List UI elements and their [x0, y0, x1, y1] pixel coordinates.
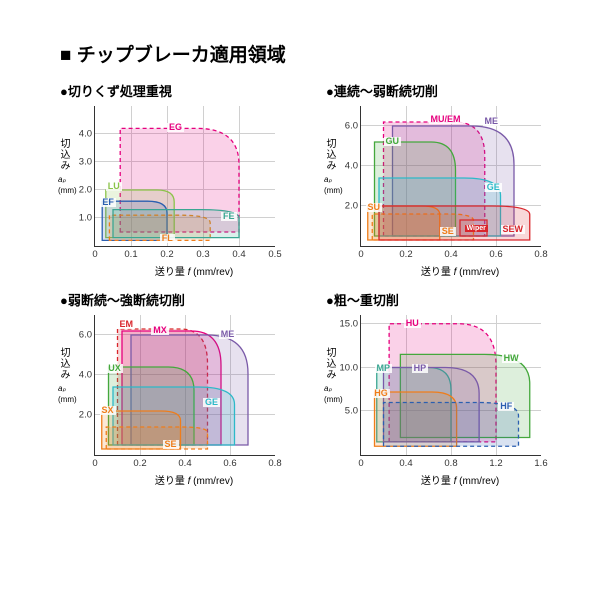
x-tick: 0.5 — [268, 249, 281, 260]
region-label: HP — [412, 364, 429, 373]
x-tick: 1.6 — [534, 458, 547, 469]
region-label: SE — [440, 227, 456, 236]
x-tick: 0.6 — [223, 458, 236, 469]
y-tick: 2.0 — [345, 201, 358, 212]
region-label: FL — [160, 234, 175, 243]
x-tick: 0.2 — [160, 249, 173, 260]
y-tick: 10.0 — [340, 362, 359, 373]
y-tick: 4.0 — [345, 161, 358, 172]
y-tick: 6.0 — [79, 330, 92, 341]
x-tick: 0.4 — [444, 249, 457, 260]
plot-area: 5.010.015.000.40.81.21.6HUHWMPHPHGHF — [360, 315, 541, 456]
x-tick: 1.2 — [489, 458, 502, 469]
region-label: MX — [151, 326, 169, 335]
region-label: HF — [498, 402, 514, 411]
chart-block: ●粗〜重切削切込みaₚ(mm)5.0 10.0 15.0 0 0.4 0.8 1.2 1.6 H… — [326, 290, 560, 487]
y-tick: 1.0 — [79, 213, 92, 224]
chart-subtitle: ●連続〜弱断続切削 — [326, 81, 560, 100]
region-label: SEW — [501, 225, 526, 234]
region-label: FE — [221, 212, 237, 221]
x-tick: 0 — [92, 458, 97, 469]
region-label: GE — [485, 183, 502, 192]
region-fill — [106, 427, 207, 449]
charts-grid: ●切りくず処理重視切込みaₚ(mm) 1.0 2.0 3.0 4.0 0 0.1 0.2 0.3… — [60, 81, 560, 487]
x-tick: 0.8 — [268, 458, 281, 469]
x-axis-label: 送り量 f (mm/rev) — [94, 472, 294, 487]
region-label: LU — [106, 182, 122, 191]
y-tick: 3.0 — [79, 157, 92, 168]
x-tick: 0 — [92, 249, 97, 260]
region-label: EG — [167, 123, 184, 132]
y-tick: 15.0 — [340, 318, 359, 329]
y-axis-label: 切込みaₚ(mm) — [324, 138, 343, 196]
x-tick: 0.2 — [399, 249, 412, 260]
region-label: ME — [483, 117, 501, 126]
x-tick: 0 — [358, 249, 363, 260]
region-label: Wiper — [465, 225, 488, 232]
x-axis-label: 送り量 f (mm/rev) — [94, 263, 294, 278]
x-tick: 0.3 — [196, 249, 209, 260]
page-title: ■ チップブレーカ適用領域 — [60, 40, 560, 67]
x-tick: 0.1 — [124, 249, 137, 260]
chart-block: ●切りくず処理重視切込みaₚ(mm) 1.0 2.0 3.0 4.0 0 0.1 0.2 0.3… — [60, 81, 294, 278]
x-tick: 0.4 — [399, 458, 412, 469]
y-tick: 4.0 — [79, 129, 92, 140]
chart-block: ●連続〜弱断続切削切込みaₚ(mm)2.0 4.0 6.0 0 0.2 0.4 0.6 0.8… — [326, 81, 560, 278]
chart-subtitle: ●粗〜重切削 — [326, 290, 560, 309]
y-tick: 2.0 — [79, 185, 92, 196]
chart-block: ●弱断続〜強断続切削切込みaₚ(mm)2.0 4.0 6.0 0 0.2 0.4 0.6 0.… — [60, 290, 294, 487]
chart-subtitle: ●弱断続〜強断続切削 — [60, 290, 294, 309]
region-label: MP — [375, 364, 393, 373]
region-label: EF — [100, 198, 116, 207]
region-label: HW — [502, 354, 521, 363]
region-label: HU — [404, 319, 421, 328]
x-axis-label: 送り量 f (mm/rev) — [360, 472, 560, 487]
region-label: GE — [203, 398, 220, 407]
y-tick: 2.0 — [79, 410, 92, 421]
y-tick: 5.0 — [345, 406, 358, 417]
y-axis-label: 切込みaₚ(mm) — [58, 347, 77, 405]
x-tick: 0.4 — [178, 458, 191, 469]
region-label: GU — [384, 137, 402, 146]
chart-subtitle: ●切りくず処理重視 — [60, 81, 294, 100]
x-tick: 0.8 — [444, 458, 457, 469]
region-label: SX — [100, 406, 116, 415]
x-tick: 0.4 — [232, 249, 245, 260]
x-tick: 0.8 — [534, 249, 547, 260]
region-label: EM — [118, 320, 136, 329]
y-axis-label: 切込みaₚ(mm) — [324, 347, 343, 405]
region-label: HG — [372, 389, 390, 398]
region-label: SE — [163, 440, 179, 449]
region-label: UX — [106, 364, 123, 373]
x-tick: 0.6 — [489, 249, 502, 260]
plot-area: 1.02.03.04.000.10.20.30.40.5EGLUEFFLFE — [94, 106, 275, 247]
x-axis-label: 送り量 f (mm/rev) — [360, 263, 560, 278]
plot-area: 2.04.06.000.20.40.60.8EMMXMEUXGESXSE — [94, 315, 275, 456]
region-label: MU/EM — [429, 115, 463, 124]
y-axis-label: 切込みaₚ(mm) — [58, 138, 77, 196]
region-label: ME — [219, 330, 237, 339]
y-tick: 4.0 — [79, 370, 92, 381]
y-tick: 6.0 — [345, 121, 358, 132]
region-label: SU — [366, 203, 383, 212]
x-tick: 0 — [358, 458, 363, 469]
plot-area: 2.04.06.000.20.40.60.8MU/EMMEGUGESUSESEW… — [360, 106, 541, 247]
x-tick: 0.2 — [133, 458, 146, 469]
